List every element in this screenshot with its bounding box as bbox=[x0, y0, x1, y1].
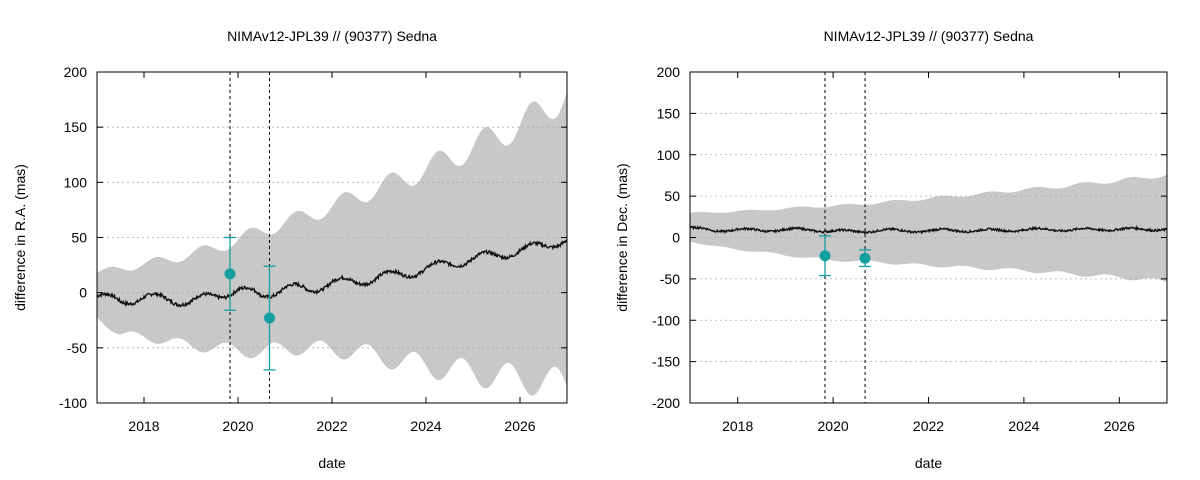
y-tick-label: -200 bbox=[652, 395, 680, 411]
model-series-line bbox=[97, 239, 567, 308]
y-tick-label: 100 bbox=[64, 174, 88, 190]
y-axis-label: difference in Dec. (mas) bbox=[614, 163, 630, 311]
y-tick-label: 200 bbox=[657, 64, 681, 80]
chart-panel-2: -200 -150 -100 -50 0 50 100 150 200 2018 2020 2022 2… bbox=[614, 28, 1168, 471]
y-tick-label: 50 bbox=[664, 188, 680, 204]
x-axis-label: date bbox=[915, 455, 942, 471]
y-tick-label: 50 bbox=[71, 230, 87, 246]
y-tick-label: 150 bbox=[64, 119, 88, 135]
x-tick-label: 2026 bbox=[1104, 418, 1135, 434]
observation-point-1 bbox=[224, 236, 237, 311]
y-tick-label: -50 bbox=[67, 340, 87, 356]
y-tick-label: 150 bbox=[657, 105, 681, 121]
y-tick-label: -100 bbox=[59, 395, 87, 411]
x-tick-label: 2026 bbox=[504, 418, 535, 434]
observation-point-2 bbox=[263, 265, 276, 371]
data-point bbox=[224, 268, 236, 280]
x-tick-label: 2018 bbox=[722, 418, 753, 434]
uncertainty-band bbox=[97, 91, 567, 396]
observation-point-2 bbox=[859, 249, 872, 268]
plot-area bbox=[97, 72, 567, 403]
x-tick-label: 2024 bbox=[1008, 418, 1039, 434]
data-point bbox=[859, 252, 871, 264]
plot-area bbox=[690, 72, 1167, 403]
data-point bbox=[819, 250, 831, 262]
chart-title: NIMAv12-JPL39 // (90377) Sedna bbox=[824, 28, 1034, 44]
y-tick-label: 100 bbox=[657, 147, 681, 163]
y-tick-label: 0 bbox=[79, 285, 87, 301]
data-point bbox=[263, 312, 275, 324]
uncertainty-band bbox=[690, 174, 1167, 283]
x-tick-label: 2020 bbox=[818, 418, 849, 434]
x-tick-label: 2022 bbox=[316, 418, 347, 434]
observation-point-1 bbox=[818, 235, 831, 277]
x-tick-label: 2018 bbox=[128, 418, 159, 434]
y-tick-label: -100 bbox=[652, 312, 680, 328]
y-axis-label: difference in R.A. (mas) bbox=[12, 164, 28, 311]
x-tick-label: 2022 bbox=[913, 418, 944, 434]
x-tick-label: 2020 bbox=[222, 418, 253, 434]
y-tick-label: -50 bbox=[660, 271, 680, 287]
x-tick-label: 2024 bbox=[410, 418, 441, 434]
chart-title: NIMAv12-JPL39 // (90377) Sedna bbox=[227, 28, 437, 44]
model-series-line bbox=[690, 224, 1167, 235]
y-tick-label: 0 bbox=[672, 230, 680, 246]
y-tick-label: 200 bbox=[64, 64, 88, 80]
y-tick-label: -150 bbox=[652, 354, 680, 370]
x-axis-label: date bbox=[318, 455, 345, 471]
chart-panel-1: -100 -50 0 50 100 150 200 2018 2020 2022 2024 2026 N… bbox=[12, 28, 568, 471]
